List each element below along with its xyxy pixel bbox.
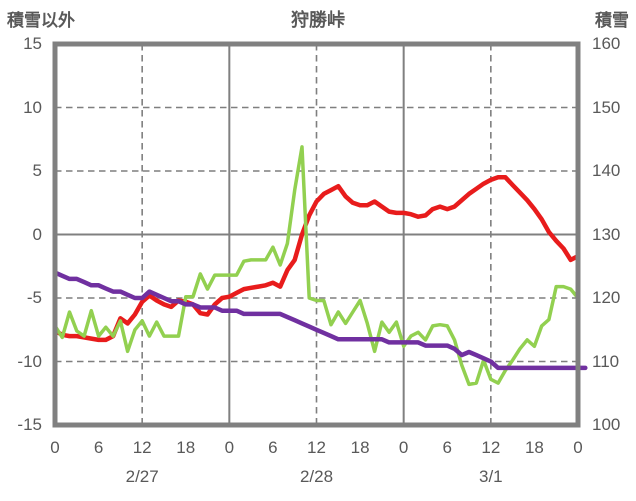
right-axis-tick-label: 120 — [592, 288, 621, 307]
left-axis-tick-label: 15 — [23, 34, 42, 53]
x-axis-day-label: 2/28 — [299, 467, 334, 486]
x-axis-tick-label: 0 — [573, 438, 583, 457]
right-axis-tick-label: 110 — [592, 351, 620, 371]
series-green-line — [53, 145, 580, 387]
x-axis-tick-label: 18 — [350, 438, 370, 457]
left-axis-tick-label: 5 — [32, 161, 42, 180]
x-axis-tick-label: 6 — [268, 438, 278, 457]
x-axis-tick-label: 6 — [93, 438, 104, 457]
x-axis-tick-label: 0 — [50, 438, 60, 457]
left-axis-tick-label: 10 — [23, 97, 42, 117]
left-axis-tick-label: -15 — [17, 415, 42, 434]
x-axis-tick-label: 12 — [132, 438, 152, 457]
x-axis-tick-label: 6 — [442, 438, 452, 457]
x-axis-day-label: 3/1 — [479, 467, 503, 486]
x-axis-tick-label: 0 — [224, 438, 235, 457]
left-axis-title: 積雪以外 — [7, 11, 75, 30]
right-axis-tick-label: 130 — [592, 224, 621, 244]
right-axis-tick-label: 140 — [592, 161, 621, 180]
x-axis-tick-label: 18 — [176, 438, 196, 457]
x-axis-tick-label: 12 — [307, 438, 326, 457]
x-axis-tick-label: 18 — [524, 438, 544, 457]
right-axis-tick-label: 160 — [592, 34, 621, 53]
x-axis-tick-label: 0 — [398, 438, 409, 457]
x-axis-day-label: 2/27 — [125, 467, 159, 486]
right-axis-tick-label: 150 — [592, 97, 621, 117]
right-axis-tick-label: 100 — [592, 415, 621, 434]
series-purple-line — [52, 270, 588, 371]
left-axis-tick-label: 0 — [32, 224, 42, 244]
right-axis-title: 積雪 — [595, 11, 629, 30]
x-axis-tick-label: 12 — [481, 438, 501, 457]
left-axis-tick-label: -10 — [17, 351, 42, 371]
chart-title: 狩勝峠 — [291, 10, 345, 30]
left-axis-tick-label: -5 — [26, 288, 42, 307]
series-red-line — [52, 175, 581, 343]
plot-border — [52, 41, 581, 428]
